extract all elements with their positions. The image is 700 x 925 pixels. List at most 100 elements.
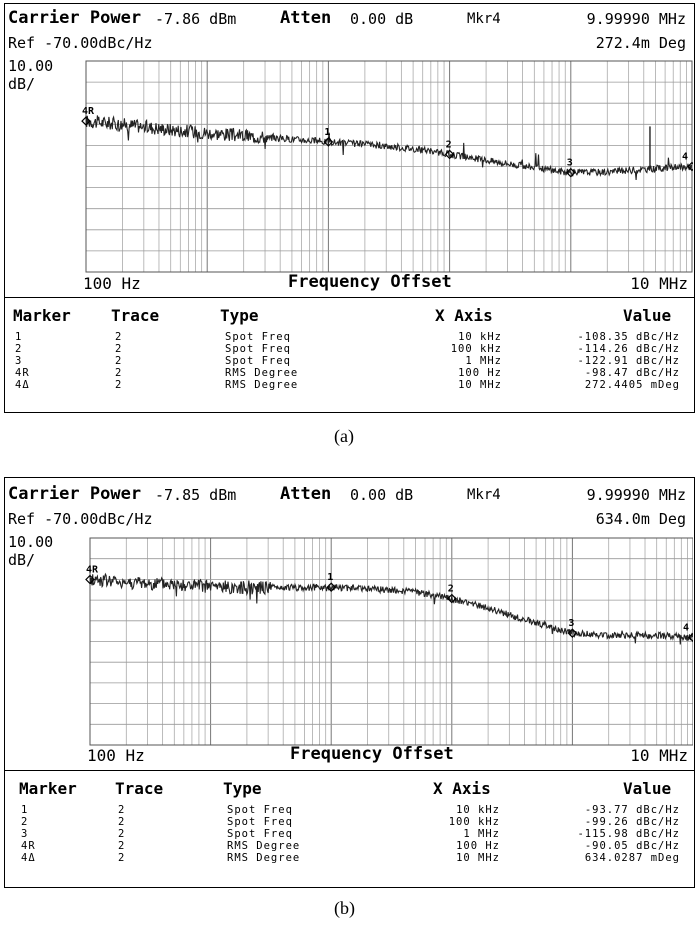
atten-value: 0.00 dB [350, 10, 414, 28]
marker-diamond [687, 161, 693, 172]
value-cell: -90.05 dBc/Hz [584, 840, 680, 852]
value-cell: -98.47 dBc/Hz [584, 367, 680, 379]
type-cell: RMS Degree [225, 379, 299, 391]
marker-cell: 3 [21, 828, 29, 840]
x-axis-end-label: 10 MHz [630, 274, 688, 293]
marker-label: 2 [448, 584, 454, 595]
marker-label: 2 [446, 139, 452, 150]
marker-diamond [323, 137, 334, 147]
x-axis-cell: 10 MHz [458, 379, 502, 391]
plot-frame [85, 60, 693, 273]
atten-value: 0.00 dB [350, 486, 414, 504]
type-cell: RMS Degree [225, 367, 299, 379]
marker-frequency: 9.99990 MHz [586, 486, 686, 504]
type-cell: Spot Freq [225, 331, 291, 343]
col-header-trace: Trace [111, 306, 160, 325]
type-cell: Spot Freq [227, 816, 293, 828]
value-cell: 272.4405 mDeg [584, 379, 680, 391]
marker-cell: 3 [15, 355, 23, 367]
col-header-x-axis: X Axis [435, 306, 493, 325]
marker-label: Mkr4 [467, 487, 501, 503]
marker-cell: 2 [21, 816, 29, 828]
marker-table: Marker Trace Type X Axis Value 1 2 Spot Fr… [5, 770, 694, 888]
phase-noise-trace [89, 572, 693, 645]
x-axis-cell: 1 MHz [465, 355, 502, 367]
x-axis-cell: 100 kHz [450, 343, 502, 355]
marker-label: 3 [567, 158, 573, 169]
scale-value: 10.00 [8, 57, 54, 75]
x-axis-cell: 10 kHz [456, 804, 500, 816]
trace-cell: 2 [115, 367, 123, 379]
marker-diamond [567, 628, 578, 639]
marker-diamond [85, 574, 95, 585]
trace-cell: 2 [115, 379, 123, 391]
marker-label: Mkr4 [467, 11, 501, 27]
atten-label: Atten [280, 484, 332, 504]
marker-label: 4 [682, 152, 688, 163]
marker-cell: 4Δ [15, 379, 30, 391]
marker-label: 1 [327, 572, 333, 583]
marker-diamond [565, 167, 576, 178]
x-axis-end-label: 10 MHz [630, 746, 688, 765]
value-cell: -114.26 dBc/Hz [577, 343, 680, 355]
trace-cell: 2 [118, 816, 126, 828]
scale-value: 10.00 [8, 533, 54, 551]
marker-cell: 4R [21, 840, 36, 852]
carrier-power-value: -7.85 dBm [155, 486, 237, 504]
reference-level: Ref -70.00dBc/Hz [8, 510, 153, 528]
marker-diamond [446, 593, 457, 604]
value-cell: -99.26 dBc/Hz [584, 816, 680, 828]
scale-unit: dB/ [8, 551, 36, 569]
marker-frequency: 9.99990 MHz [586, 10, 686, 28]
x-axis-start-label: 100 Hz [83, 274, 141, 293]
trace-cell: 2 [118, 840, 126, 852]
col-header-type: Type [220, 306, 259, 325]
x-axis-cell: 100 Hz [456, 840, 500, 852]
marker-cell: 1 [15, 331, 23, 343]
scale-unit: dB/ [8, 75, 36, 93]
x-axis-cell: 10 kHz [458, 331, 502, 343]
marker-diamond [444, 149, 455, 160]
figure-b-caption: (b) [334, 898, 355, 918]
col-header-x-axis: X Axis [433, 779, 491, 798]
value-cell: -108.35 dBc/Hz [577, 331, 680, 343]
trace-cell: 2 [115, 343, 123, 355]
figure-a-plot: 4R 1 2 3 4 [81, 60, 693, 273]
trace-cell: 2 [115, 331, 123, 343]
phase-noise-trace [85, 115, 693, 180]
col-header-value: Value [623, 779, 672, 798]
reference-level: Ref -70.00dBc/Hz [8, 34, 153, 52]
marker-cell: 4R [15, 367, 30, 379]
marker-label: 4R [82, 106, 95, 117]
col-header-type: Type [223, 779, 262, 798]
type-cell: RMS Degree [227, 852, 301, 864]
marker-label: 1 [324, 127, 330, 138]
x-axis-start-label: 100 Hz [87, 746, 145, 765]
marker-value: 634.0m Deg [595, 510, 686, 528]
marker-label: 3 [568, 618, 574, 629]
carrier-power-value: -7.86 dBm [155, 10, 237, 28]
marker-cell: 2 [15, 343, 23, 355]
marker-label: 4 [683, 622, 689, 633]
carrier-power-label: Carrier Power [8, 484, 142, 504]
figure-b-plot: 4R 1 2 3 4 [85, 537, 693, 746]
marker-diamond [81, 116, 91, 126]
atten-label: Atten [280, 8, 332, 28]
marker-value: 272.4m Deg [595, 34, 686, 52]
marker-table: Marker Trace Type X Axis Value 1 2 Spot Fr… [5, 297, 694, 413]
value-cell: -93.77 dBc/Hz [584, 804, 680, 816]
marker-label: 4R [86, 565, 99, 576]
carrier-power-label: Carrier Power [8, 8, 142, 28]
value-cell: 634.0287 mDeg [584, 852, 680, 864]
figure-a-caption: (a) [334, 426, 354, 446]
marker-cell: 4Δ [21, 852, 36, 864]
x-axis-cell: 100 Hz [458, 367, 502, 379]
type-cell: Spot Freq [225, 343, 291, 355]
col-header-trace: Trace [115, 779, 164, 798]
value-cell: -122.91 dBc/Hz [577, 355, 680, 367]
marker-diamond [688, 632, 693, 643]
trace-cell: 2 [118, 804, 126, 816]
figure-a-panel: Carrier Power -7.86 dBm Atten 0.00 dB Mk… [4, 3, 695, 413]
x-axis-cell: 10 MHz [456, 852, 500, 864]
trace-cell: 2 [118, 852, 126, 864]
